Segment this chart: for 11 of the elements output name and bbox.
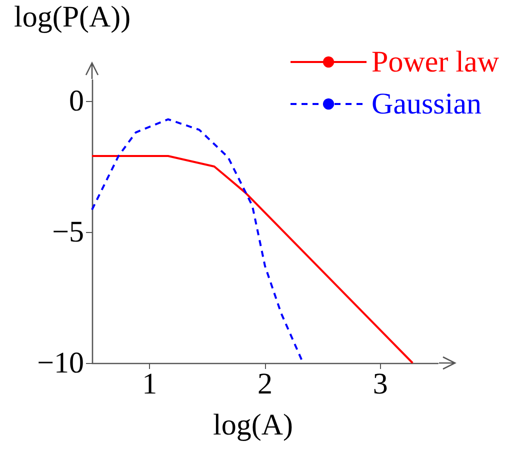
legend-label: Power law [372,46,500,78]
x-tick-label: 3 [372,368,388,400]
y-tick-label: 0 [69,84,84,118]
y-tick-label: −5 [52,215,84,248]
legend-label: Gaussian [372,88,482,120]
y-tick-label: −10 [37,346,84,380]
x-tick-label: 2 [258,368,272,400]
y-axis-title: log(P(A)) [14,0,131,34]
x-axis-title: log(A) [213,408,293,442]
line-series [91,154,414,364]
x-tick-label: 1 [142,368,158,400]
